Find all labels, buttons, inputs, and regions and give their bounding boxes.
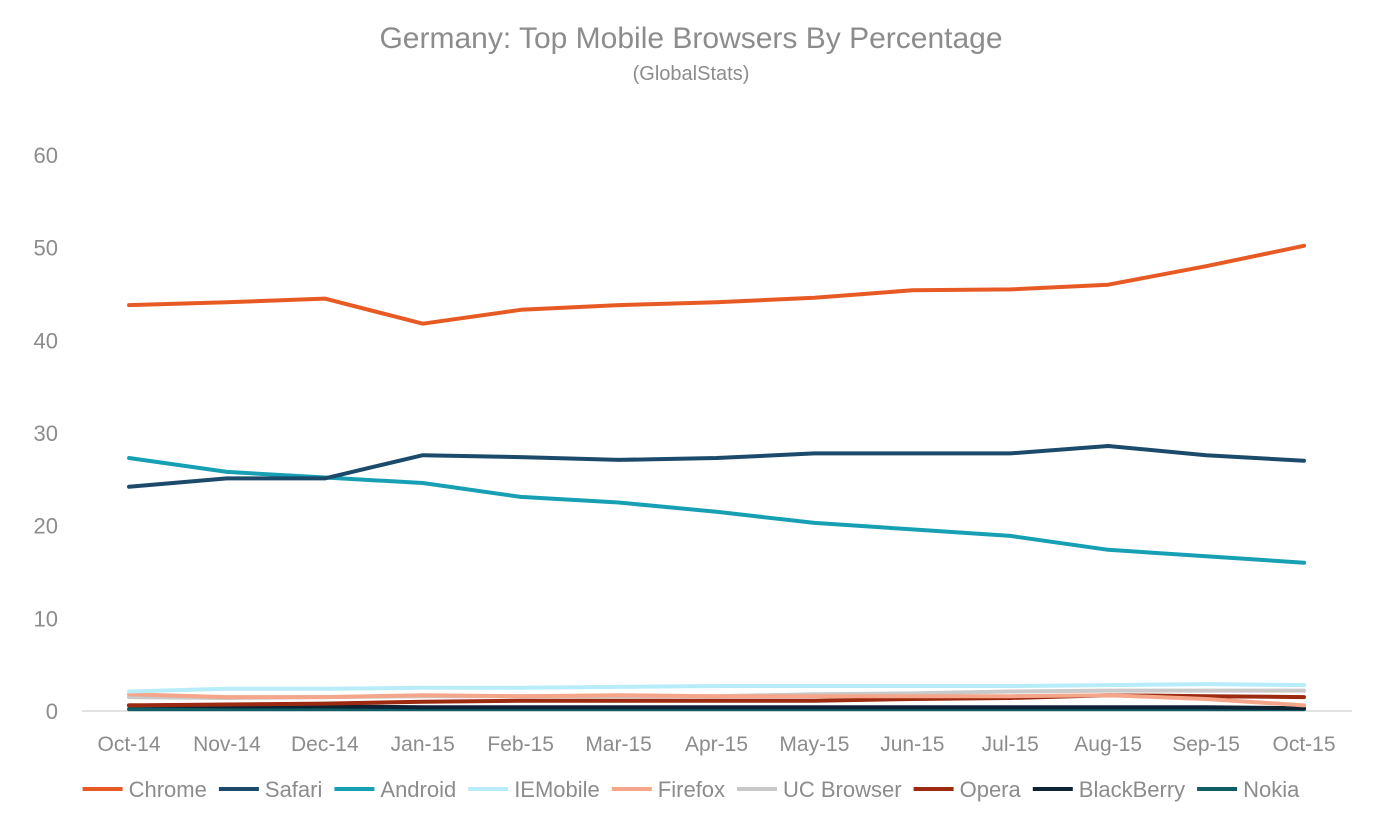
legend-item-android: Android — [334, 777, 456, 802]
series-line-firefox — [127, 692, 1306, 708]
legend-label: Chrome — [129, 777, 207, 802]
legend-item-blackberry: BlackBerry — [1032, 777, 1185, 802]
chart-title: Germany: Top Mobile Browsers By Percenta… — [379, 22, 1003, 55]
x-tick-label: Mar-15 — [585, 733, 652, 756]
legend-item-firefox: Firefox — [611, 777, 725, 802]
series-line-iemobile — [127, 682, 1306, 694]
legend-item-uc-browser: UC Browser — [737, 777, 902, 802]
x-tick-label: Dec-14 — [291, 733, 359, 756]
x-tick-label: Oct-14 — [97, 733, 160, 756]
series-line-blackberry — [127, 703, 1306, 711]
y-tick-label: 60 — [34, 143, 58, 168]
legend-item-safari: Safari — [218, 777, 322, 802]
y-tick-label: 30 — [34, 421, 58, 446]
legend-label: IEMobile — [514, 777, 600, 802]
x-tick-label: Nov-14 — [193, 733, 261, 756]
y-tick-label: 20 — [34, 514, 58, 539]
chart-subtitle: (GlobalStats) — [632, 63, 750, 85]
legend-item-nokia: Nokia — [1197, 777, 1300, 802]
x-tick-label: Oct-15 — [1272, 733, 1335, 756]
x-tick-label: Aug-15 — [1074, 733, 1142, 756]
legend-label: Firefox — [658, 777, 725, 802]
y-tick-label: 40 — [34, 328, 58, 353]
x-tick-label: Sep-15 — [1172, 733, 1240, 756]
legend-label: BlackBerry — [1079, 777, 1185, 802]
legend-label: Nokia — [1243, 777, 1300, 802]
legend-label: Safari — [265, 777, 322, 802]
y-tick-label: 50 — [34, 236, 58, 261]
y-axis: 0 10 20 30 40 50 60 — [34, 143, 58, 724]
x-tick-label: Jun-15 — [880, 733, 944, 756]
legend-label: UC Browser — [783, 777, 902, 802]
series-line-android — [127, 456, 1306, 565]
legend: Chrome Safari Android IEMobile Firefox UC Bro… — [82, 777, 1300, 802]
y-tick-label: 0 — [46, 699, 58, 724]
x-tick-label: Feb-15 — [487, 733, 554, 756]
legend-item-chrome: Chrome — [82, 777, 207, 802]
legend-item-iemobile: IEMobile — [468, 777, 600, 802]
x-axis: Oct-14 Nov-14 Dec-14 Jan-15 Feb-15 Mar-15 Apr-… — [82, 710, 1352, 756]
y-tick-label: 10 — [34, 606, 58, 631]
legend-item-opera: Opera — [913, 777, 1022, 802]
x-tick-label: May-15 — [779, 733, 849, 756]
series-line-chrome — [127, 243, 1306, 326]
series-lines — [127, 243, 1306, 712]
legend-label: Opera — [960, 777, 1022, 802]
series-line-safari — [127, 444, 1306, 489]
x-tick-label: Apr-15 — [685, 733, 748, 756]
x-tick-label: Jul-15 — [982, 733, 1039, 756]
legend-label: Android — [380, 777, 456, 802]
x-tick-label: Jan-15 — [391, 733, 455, 756]
